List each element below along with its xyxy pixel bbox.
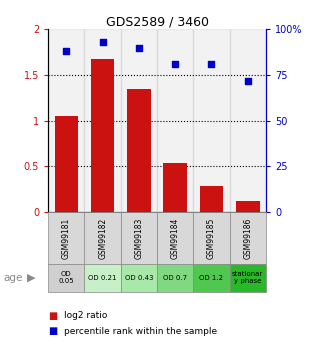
Point <box>173 61 178 67</box>
Point <box>64 49 69 54</box>
Bar <box>54 116 78 212</box>
Text: GSM99185: GSM99185 <box>207 217 216 259</box>
Text: percentile rank within the sample: percentile rank within the sample <box>64 327 217 336</box>
Text: GSM99182: GSM99182 <box>98 217 107 259</box>
Bar <box>236 201 260 212</box>
Text: GSM99186: GSM99186 <box>243 217 252 259</box>
Text: log2 ratio: log2 ratio <box>64 311 107 320</box>
Text: OD 0.43: OD 0.43 <box>125 275 153 281</box>
Bar <box>163 163 187 212</box>
Title: GDS2589 / 3460: GDS2589 / 3460 <box>105 15 209 28</box>
Text: GSM99181: GSM99181 <box>62 217 71 259</box>
Point <box>245 78 250 83</box>
Text: age: age <box>3 273 22 283</box>
Bar <box>230 29 266 212</box>
Text: OD
0.05: OD 0.05 <box>58 271 74 284</box>
Point <box>209 61 214 67</box>
Bar <box>127 89 151 212</box>
Text: GSM99184: GSM99184 <box>171 217 180 259</box>
Text: ■: ■ <box>48 326 58 336</box>
Bar <box>91 59 114 212</box>
Text: OD 1.2: OD 1.2 <box>199 275 224 281</box>
Point <box>100 39 105 45</box>
Bar <box>200 186 223 212</box>
Bar <box>121 29 157 212</box>
Point <box>137 45 142 50</box>
Bar <box>48 29 85 212</box>
Text: OD 0.21: OD 0.21 <box>88 275 117 281</box>
Text: stationar
y phase: stationar y phase <box>232 271 263 284</box>
Bar <box>85 29 121 212</box>
Bar <box>157 29 193 212</box>
Bar <box>193 29 230 212</box>
Text: ■: ■ <box>48 311 58 321</box>
Text: OD 0.7: OD 0.7 <box>163 275 187 281</box>
Text: ▶: ▶ <box>27 273 35 283</box>
Text: GSM99183: GSM99183 <box>134 217 143 259</box>
